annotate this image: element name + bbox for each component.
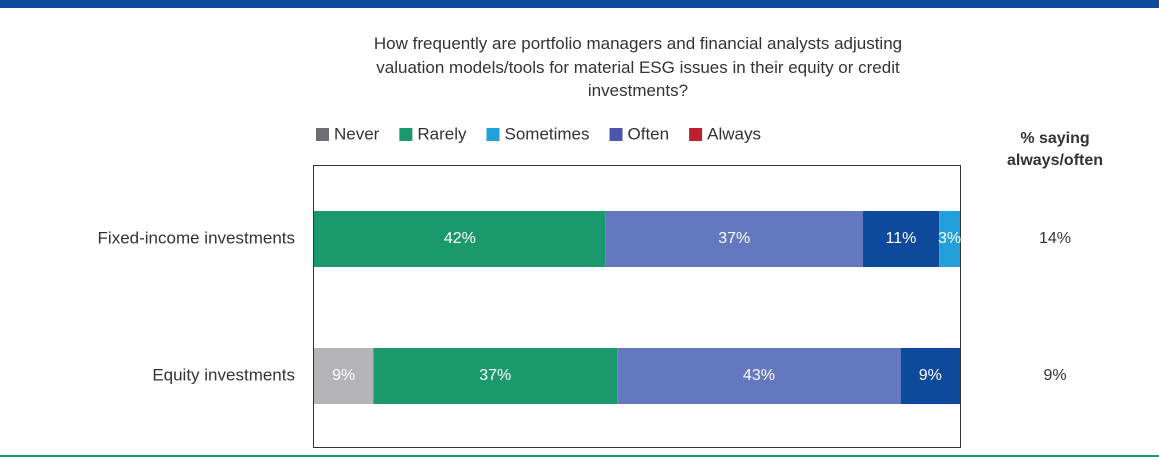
data-label: 3% <box>938 230 961 247</box>
legend-swatch <box>316 128 329 141</box>
bar-segment <box>373 348 618 404</box>
data-label: 42% <box>444 230 476 247</box>
data-label: 37% <box>718 230 750 247</box>
bar-segment <box>605 211 863 267</box>
data-label: 37% <box>479 367 511 384</box>
bar-segment <box>939 211 960 267</box>
bar-segment <box>314 348 374 404</box>
legend-label: Sometimes <box>504 124 589 143</box>
legend-label: Often <box>628 124 670 143</box>
data-label: 43% <box>743 367 775 384</box>
legend-swatch <box>609 128 623 141</box>
summary-title: % saying always/often <box>1006 130 1104 169</box>
data-label: 9% <box>919 367 942 384</box>
legend-swatch <box>399 128 413 141</box>
bar-segment <box>862 211 940 267</box>
legend-label: Always <box>707 124 761 143</box>
legend-swatch <box>486 128 500 141</box>
chart-title: How frequently are portfolio managers an… <box>373 34 903 100</box>
legend-swatch <box>689 128 703 141</box>
data-label: 9% <box>332 367 355 384</box>
bar-segment <box>617 348 901 404</box>
summary-value: 9% <box>1043 367 1066 384</box>
bottom-rule <box>0 455 1159 457</box>
legend-label: Never <box>334 124 380 143</box>
plot-frame <box>313 165 961 448</box>
legend-label: Rarely <box>417 124 467 143</box>
bar-segment <box>314 211 606 267</box>
category-label: Fixed-income investments <box>98 228 295 247</box>
category-label: Equity investments <box>152 365 295 384</box>
bar-segment <box>900 348 960 404</box>
data-label: 11% <box>886 230 917 247</box>
summary-value: 14% <box>1039 230 1071 247</box>
top-band <box>0 0 1159 8</box>
